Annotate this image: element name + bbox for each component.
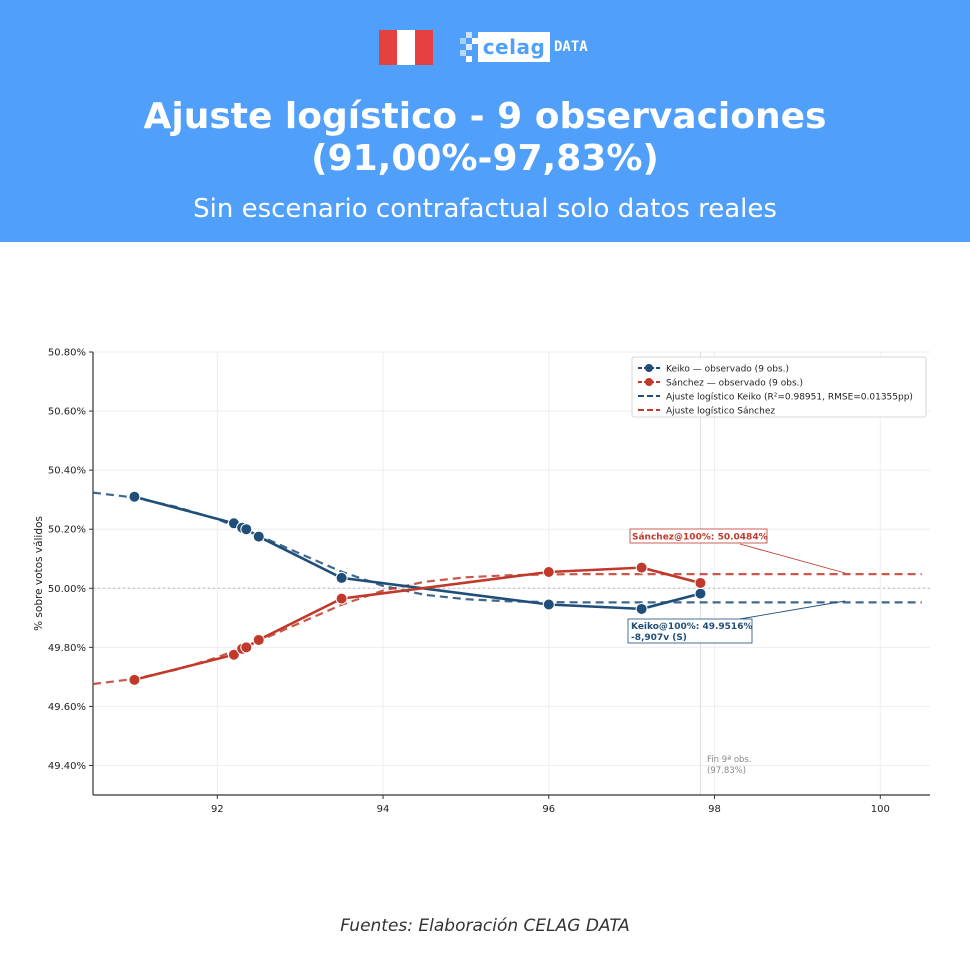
data-point-keiko xyxy=(240,523,253,536)
y-tick-label: 50.40% xyxy=(48,466,86,477)
annotation-box-sanchez xyxy=(629,528,768,544)
legend-label: Sánchez — observado (9 obs.) xyxy=(666,379,803,389)
chart-container: 92 94 96 98 100 49.40% 49.60% 49.80% 50.00% 50.20… xyxy=(0,330,970,820)
data-point-sanchez xyxy=(128,673,141,686)
logo-word: celag xyxy=(478,32,550,62)
data-point-keiko xyxy=(694,587,707,600)
annotation-text-end-pct: (97.83%) xyxy=(707,766,746,776)
fit-line-keiko xyxy=(92,491,922,604)
annotation-arrow-sanchez xyxy=(739,543,846,574)
x-tick-label: 94 xyxy=(377,804,390,815)
y-tick-label: 49.80% xyxy=(48,643,86,654)
data-point-sanchez xyxy=(335,592,348,605)
data-point-sanchez xyxy=(694,576,707,589)
header-banner: celag DATA Ajuste logístico - 9 observac… xyxy=(0,0,970,242)
y-tick-label: 50.60% xyxy=(48,407,86,418)
data-point-keiko xyxy=(542,598,555,611)
page-subtitle: Sin escenario contrafactual solo datos r… xyxy=(193,194,777,224)
title-line-2: (91,00%-97,83%) xyxy=(311,138,659,179)
y-tick-label: 49.40% xyxy=(48,761,86,772)
data-point-sanchez xyxy=(635,561,648,574)
annotation-text-sanchez: Sánchez@100%: 50.0484% xyxy=(632,533,768,543)
data-point-keiko xyxy=(128,490,141,503)
legend-label: Ajuste logístico Keiko (R²=0.98951, RMSE… xyxy=(666,393,913,403)
source-note: Fuentes: Elaboración CELAG DATA xyxy=(340,916,630,936)
y-tick-label: 49.60% xyxy=(48,702,86,713)
x-tick-label: 98 xyxy=(708,804,721,815)
legend-label: Ajuste logístico Sánchez xyxy=(666,407,775,417)
legend-label: Keiko — observado (9 obs.) xyxy=(666,365,789,375)
y-tick-label: 50.80% xyxy=(48,348,86,359)
annotation-arrow-keiko xyxy=(739,600,846,620)
data-point-keiko xyxy=(252,530,265,543)
logo-suffix: DATA xyxy=(554,39,588,55)
title-line-1: Ajuste logístico - 9 observaciones xyxy=(143,96,827,137)
observed-line-keiko xyxy=(134,495,701,611)
y-axis-label: % sobre votos válidos xyxy=(33,516,45,631)
data-point-sanchez xyxy=(542,566,555,579)
annotation-box-keiko xyxy=(627,618,753,644)
data-point-keiko xyxy=(335,571,348,584)
x-tick-label: 100 xyxy=(871,804,890,815)
y-tick-label: 50.00% xyxy=(48,584,86,595)
annotation-text-keiko: Keiko@100%: 49.9516% xyxy=(631,622,752,632)
data-point-keiko xyxy=(635,602,648,615)
page-title: Ajuste logístico - 9 observaciones (91,0… xyxy=(0,96,970,180)
x-tick-label: 92 xyxy=(211,804,224,815)
data-point-sanchez xyxy=(240,641,253,654)
annotation-text-keiko-votes: -8,907v (S) xyxy=(631,633,687,643)
data-point-sanchez xyxy=(227,648,240,661)
legend-marker-keiko xyxy=(645,364,653,372)
logistic-fit-chart: 92 94 96 98 100 49.40% 49.60% 49.80% 50.00% 50.20… xyxy=(33,348,930,815)
legend: Keiko — observado (9 obs.) Sánchez — obse… xyxy=(631,356,927,418)
celag-data-logo: celag DATA xyxy=(460,30,600,64)
x-tick-label: 96 xyxy=(542,804,555,815)
data-point-sanchez xyxy=(252,633,265,646)
peru-flag-icon xyxy=(379,30,433,65)
legend-box xyxy=(631,356,927,418)
annotation-text-end: Fin 9ª obs. xyxy=(707,755,752,765)
legend-marker-sanchez xyxy=(645,378,653,386)
y-tick-label: 50.20% xyxy=(48,525,86,536)
fit-line-sanchez xyxy=(92,573,922,686)
